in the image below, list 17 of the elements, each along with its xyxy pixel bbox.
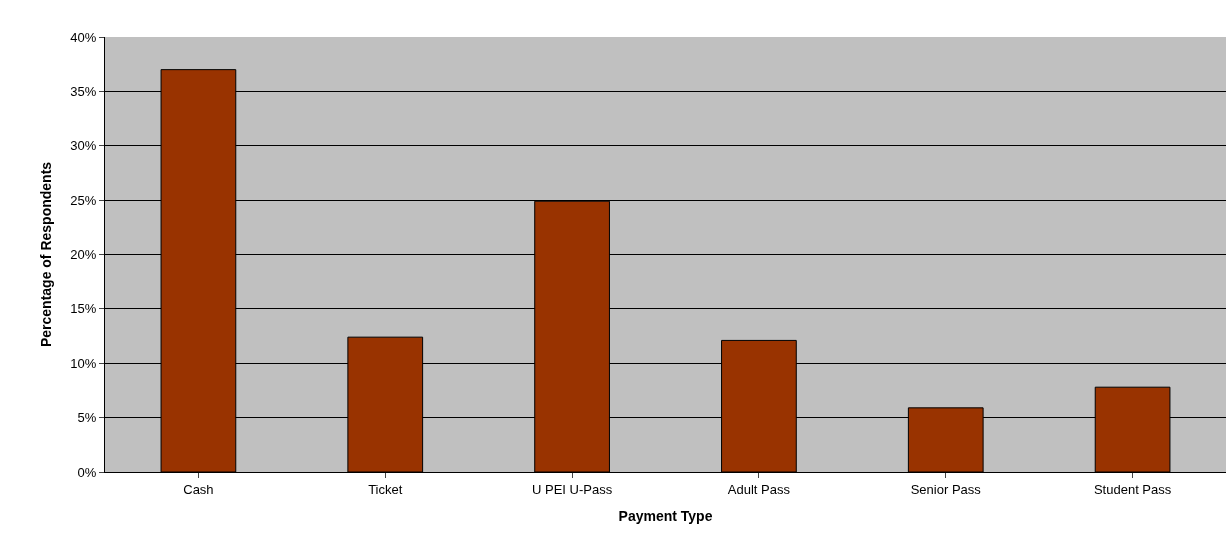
y-tick-label: 35%	[70, 83, 97, 99]
x-tick-label: U PEI U-Pass	[531, 481, 613, 497]
y-tick-label: 0%	[77, 464, 97, 480]
x-tick-label: Senior Pass	[910, 481, 982, 497]
y-tick-label: 10%	[70, 355, 97, 371]
y-tick-label: 25%	[70, 192, 97, 208]
x-tick-label: Adult Pass	[727, 481, 791, 497]
y-tick-label: 20%	[70, 247, 97, 263]
x-tick-label: Cash	[183, 481, 214, 497]
x-tick-label: Student Pass	[1093, 481, 1172, 497]
y-tick-label: 30%	[70, 138, 97, 154]
y-tick-label: 15%	[70, 301, 97, 317]
y-tick-label: 40%	[70, 29, 97, 45]
y-axis-title: Percentage of Respondents	[37, 161, 54, 348]
y-tick-label: 5%	[77, 410, 97, 426]
x-tick-label: Ticket	[368, 481, 403, 497]
x-axis-title: Payment Type	[618, 507, 713, 524]
